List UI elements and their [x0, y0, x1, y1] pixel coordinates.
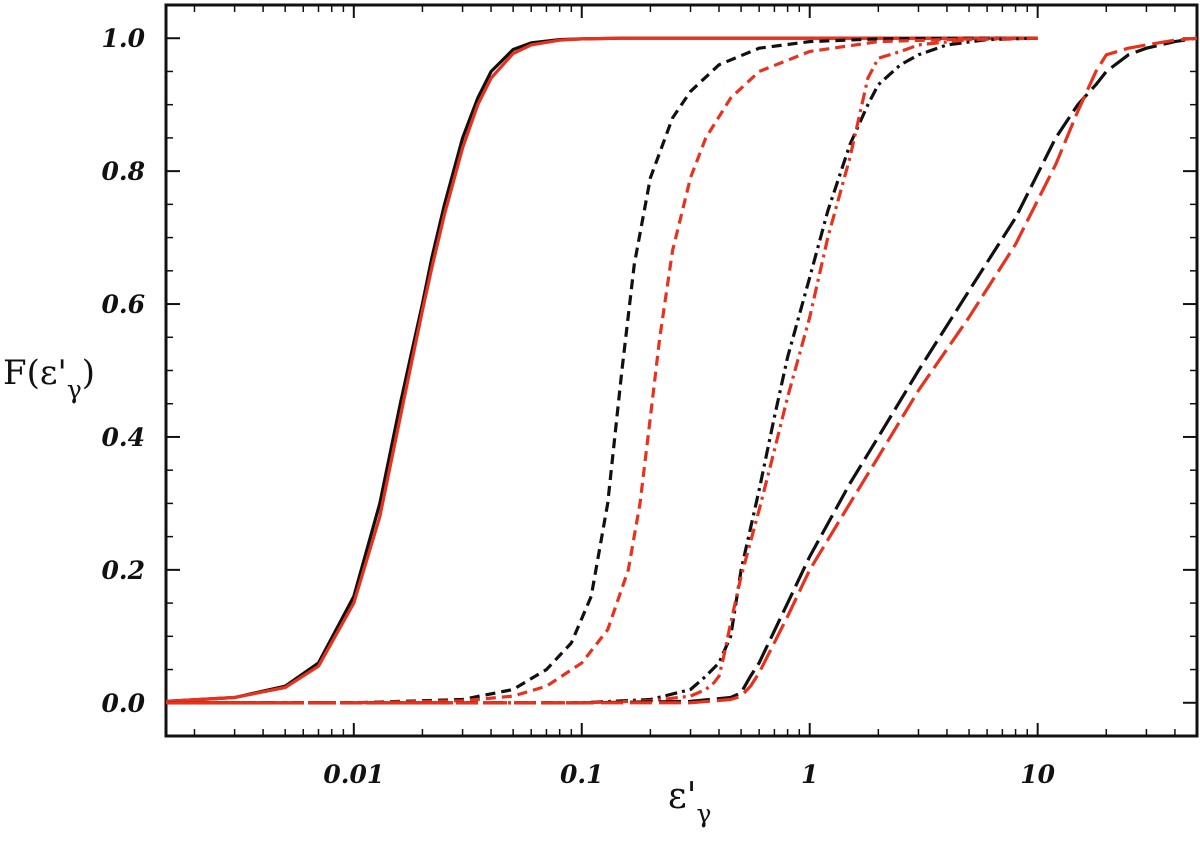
x-tick-label: 10 [1020, 760, 1055, 789]
x-tick-label: 0.01 [323, 760, 384, 789]
series-line-5 [166, 36, 1038, 705]
series-line-3 [166, 36, 1038, 705]
series-line-4 [166, 36, 1038, 705]
tick-labels: 0.01 0.1 1 10 0.0 0.2 0.4 0.6 0.8 1.0 [102, 24, 1056, 789]
series-line-8 [166, 36, 1198, 705]
series-line-7 [166, 36, 1198, 705]
plot-frame [164, 3, 1199, 738]
x-tick-label: 0.1 [560, 760, 604, 789]
y-axis-label: F(ε'γ) [3, 353, 95, 404]
series-line-6 [166, 36, 1038, 705]
y-tick-label: 1.0 [102, 24, 146, 53]
x-tick-label: 1 [801, 760, 818, 789]
y-tick-label: 0.6 [102, 290, 146, 319]
x-axis-label: ε'γ [668, 776, 712, 828]
axis-ticks [166, 5, 1197, 736]
y-tick-label: 0.0 [102, 689, 146, 718]
series-group [165, 36, 1198, 705]
y-tick-label: 0.8 [102, 157, 146, 186]
series-line-2 [165, 36, 1038, 703]
y-tick-label: 0.4 [102, 423, 146, 452]
series-line-1 [165, 36, 1038, 703]
y-tick-label: 0.2 [102, 556, 146, 585]
